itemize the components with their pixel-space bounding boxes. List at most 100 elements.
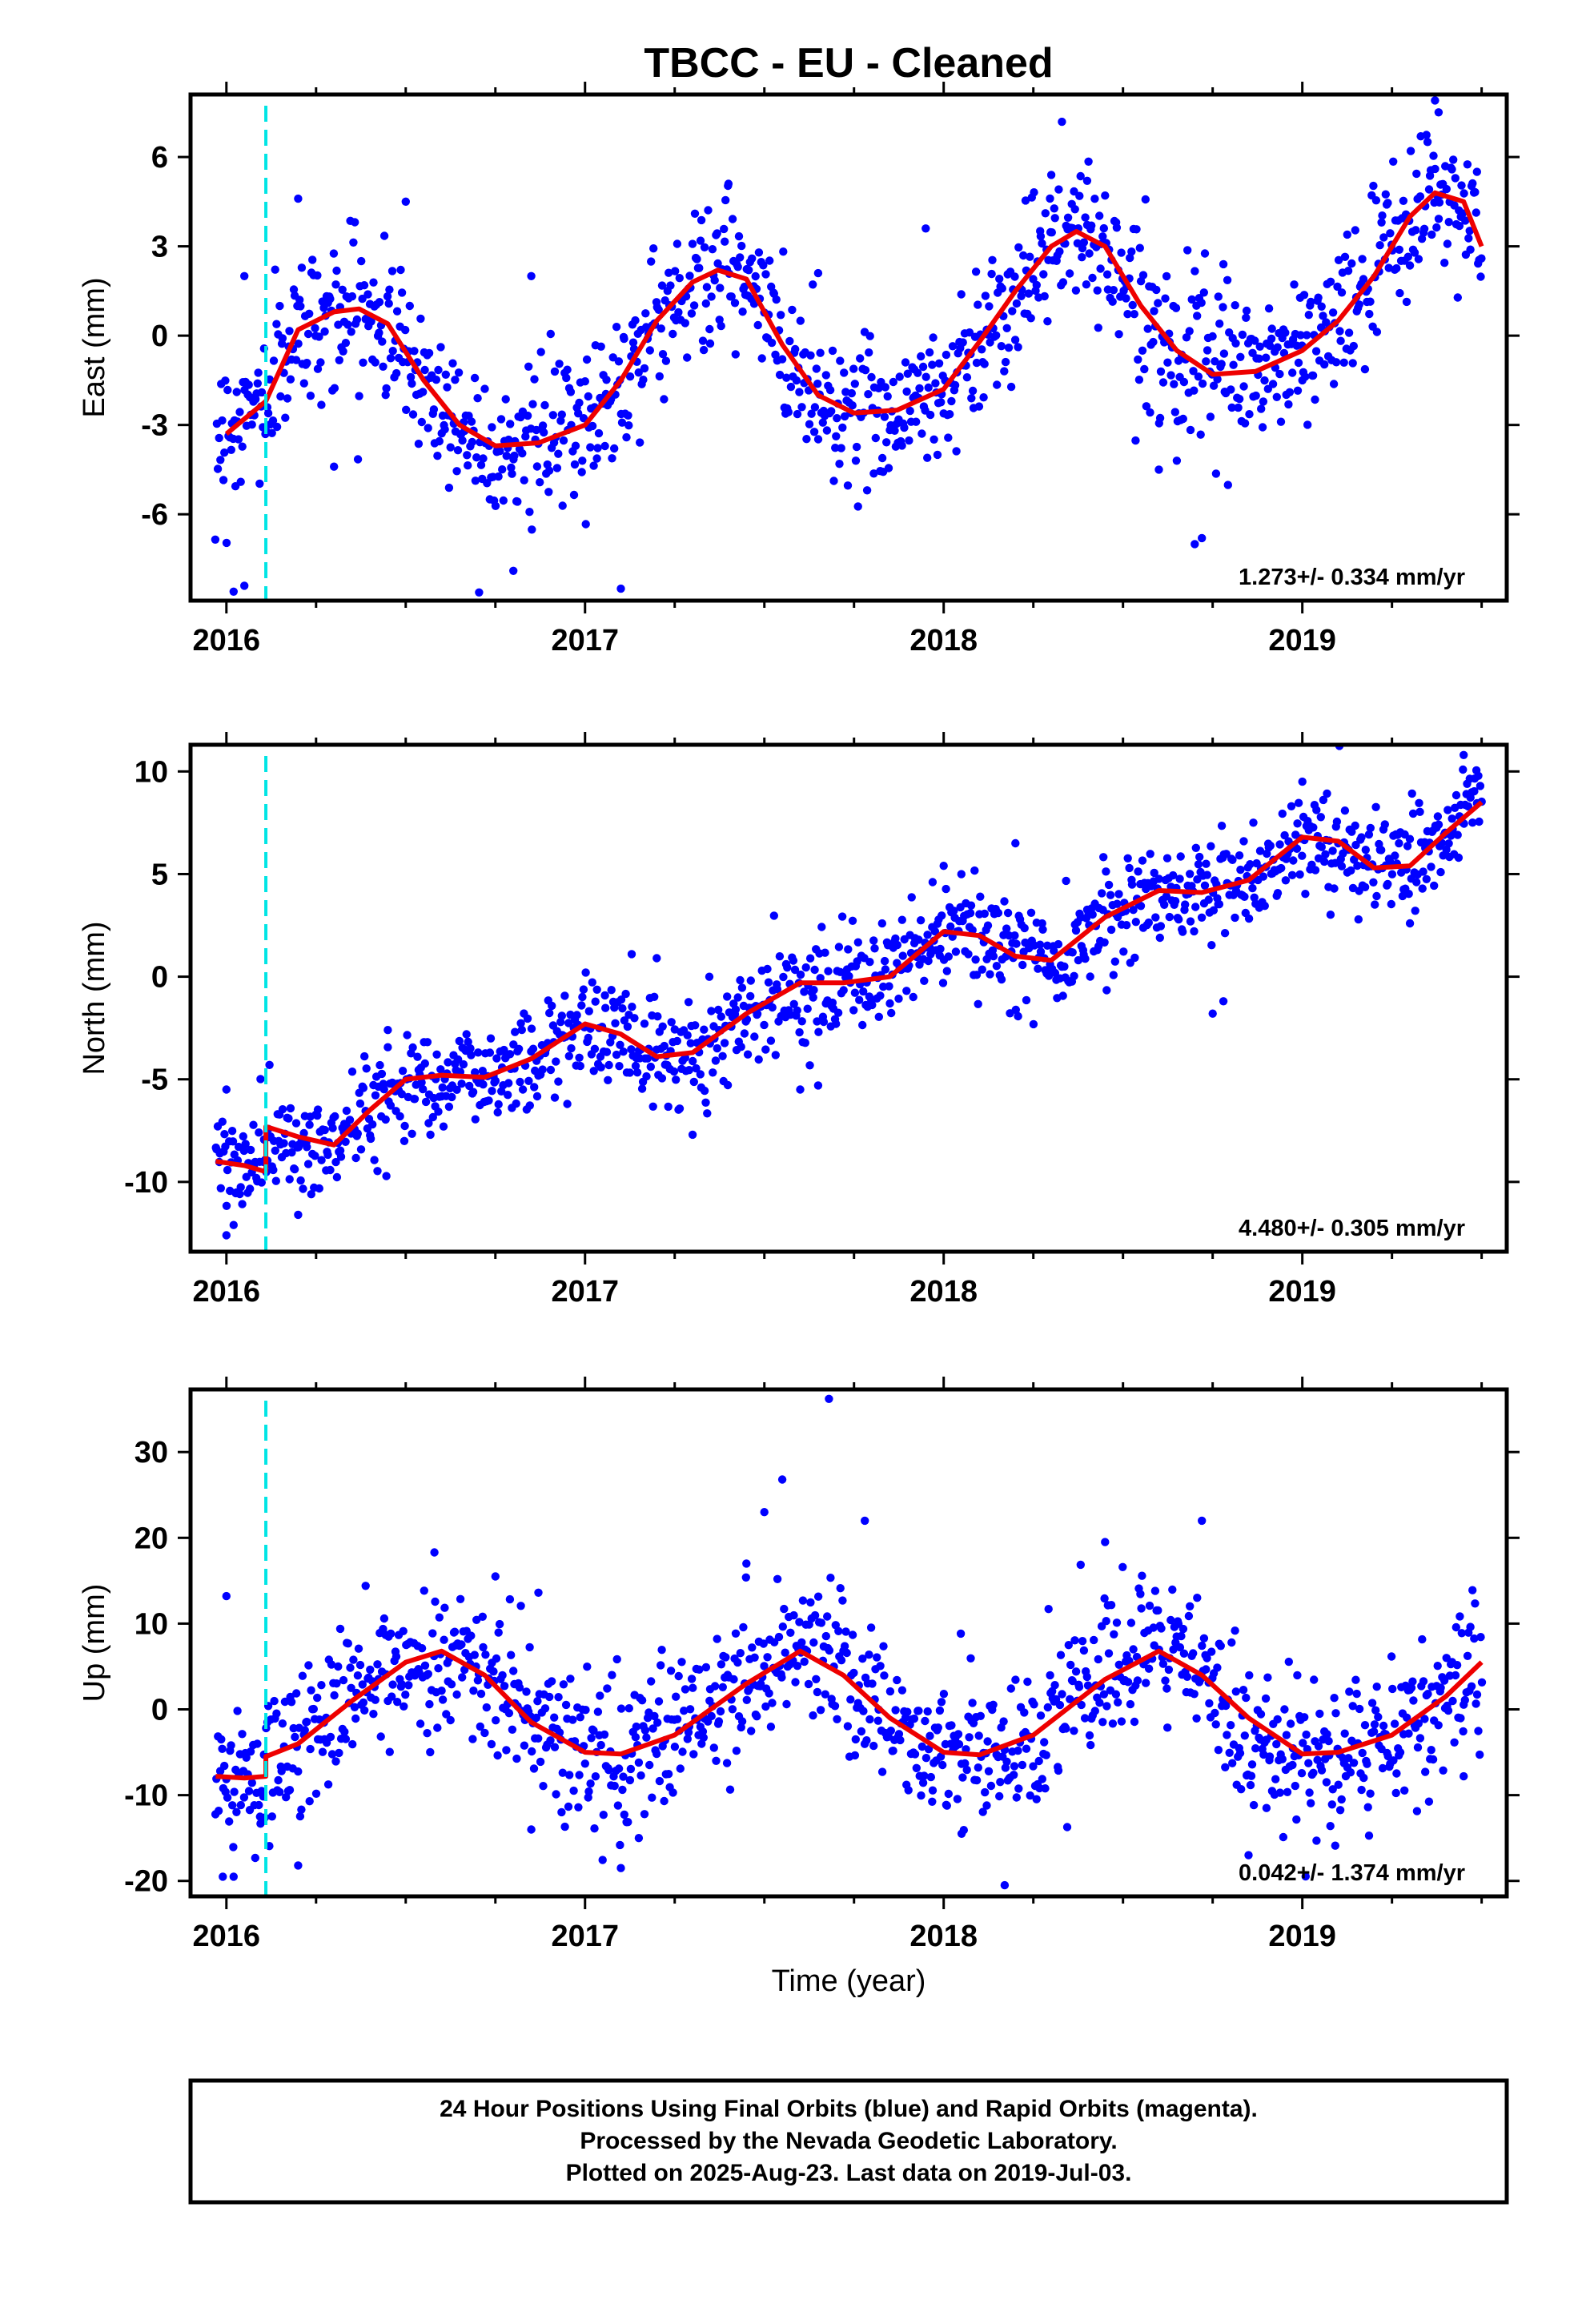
data-point xyxy=(903,369,913,378)
data-point xyxy=(938,911,946,920)
data-point xyxy=(1134,376,1144,384)
data-point xyxy=(1291,1781,1300,1791)
data-point xyxy=(1304,311,1314,320)
data-point xyxy=(653,1718,662,1727)
data-point xyxy=(420,365,429,375)
data-point xyxy=(1280,1705,1289,1714)
data-point xyxy=(718,1051,727,1061)
data-point xyxy=(278,334,287,343)
data-point xyxy=(458,1673,467,1682)
data-point xyxy=(346,1663,355,1672)
data-point xyxy=(557,1011,566,1020)
data-point xyxy=(1255,846,1265,855)
data-point xyxy=(1194,860,1203,869)
data-point xyxy=(966,1654,975,1663)
data-point xyxy=(632,1068,642,1077)
data-point xyxy=(1354,915,1363,924)
data-point xyxy=(564,1802,573,1811)
data-point xyxy=(667,1018,676,1027)
data-point xyxy=(1068,948,1077,957)
data-point xyxy=(452,1690,461,1699)
data-point xyxy=(522,1687,531,1696)
data-point xyxy=(1349,1759,1359,1767)
data-point xyxy=(921,372,930,381)
data-point xyxy=(1202,357,1211,366)
data-point xyxy=(235,408,244,416)
data-point xyxy=(924,383,933,392)
data-point xyxy=(1464,802,1473,811)
data-point xyxy=(812,1675,821,1683)
data-point xyxy=(1400,1786,1409,1795)
data-point xyxy=(649,244,658,253)
data-point xyxy=(1237,1785,1246,1794)
data-point xyxy=(1452,1661,1462,1670)
data-point xyxy=(303,359,311,368)
data-point xyxy=(416,314,425,324)
data-point xyxy=(528,400,537,408)
data-point xyxy=(516,1077,524,1087)
data-point xyxy=(791,1678,800,1687)
data-point xyxy=(1323,1730,1331,1739)
data-point xyxy=(930,435,938,444)
data-point xyxy=(981,1787,990,1797)
data-point xyxy=(1169,1645,1178,1654)
data-point xyxy=(1211,357,1219,366)
data-point xyxy=(507,1651,516,1659)
data-point xyxy=(387,1692,396,1701)
data-point xyxy=(718,1683,727,1691)
data-point xyxy=(660,1041,669,1051)
data-point xyxy=(1094,324,1103,332)
data-point xyxy=(885,1687,895,1696)
data-point xyxy=(793,1662,802,1671)
data-point xyxy=(666,281,675,290)
data-point xyxy=(1034,1756,1043,1766)
data-point xyxy=(512,1099,520,1108)
data-point xyxy=(329,249,339,258)
outlier-point xyxy=(1219,997,1228,1006)
data-point xyxy=(1183,246,1192,255)
data-point xyxy=(336,1152,346,1161)
data-point xyxy=(1314,1742,1323,1751)
data-point xyxy=(602,376,611,384)
data-point xyxy=(1010,1762,1019,1771)
data-point xyxy=(923,931,932,939)
data-point xyxy=(713,1043,721,1053)
data-point xyxy=(491,501,500,510)
data-point xyxy=(797,1017,806,1026)
data-point xyxy=(800,987,809,996)
data-point xyxy=(832,432,841,440)
data-point xyxy=(1055,247,1064,256)
data-point xyxy=(391,1652,401,1661)
data-point xyxy=(476,1722,484,1731)
data-point xyxy=(1343,267,1353,275)
data-point xyxy=(436,343,445,352)
data-point xyxy=(980,909,990,919)
data-point xyxy=(739,1622,748,1632)
data-point xyxy=(429,405,439,414)
data-point xyxy=(227,1741,235,1750)
data-point xyxy=(897,441,906,450)
data-point xyxy=(408,379,416,388)
data-point xyxy=(359,1084,368,1092)
y-axis-label: Up (mm) xyxy=(78,1584,111,1703)
data-point xyxy=(699,1733,708,1742)
data-point xyxy=(836,1584,845,1593)
data-point xyxy=(1366,823,1375,833)
data-point xyxy=(1372,1683,1381,1691)
data-point xyxy=(1296,331,1305,340)
data-point xyxy=(330,1691,339,1700)
data-point xyxy=(439,1122,448,1131)
data-point xyxy=(1209,381,1219,390)
data-point xyxy=(1343,230,1352,239)
data-point xyxy=(685,1066,693,1075)
data-point xyxy=(1337,862,1347,870)
data-point xyxy=(491,1076,500,1085)
outlier-point xyxy=(229,1220,238,1229)
data-point xyxy=(1014,1746,1022,1755)
data-point xyxy=(255,1128,263,1137)
data-point xyxy=(708,245,717,254)
outlier-point xyxy=(1000,1880,1010,1890)
data-point xyxy=(786,382,796,392)
data-point xyxy=(1106,1601,1116,1610)
data-point xyxy=(750,1653,759,1662)
